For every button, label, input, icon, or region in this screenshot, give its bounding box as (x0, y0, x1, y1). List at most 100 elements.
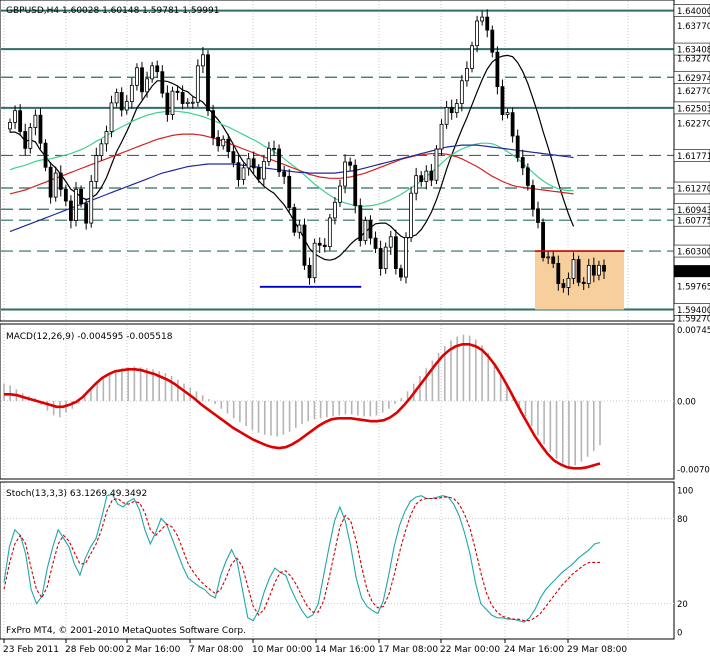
candle-body (500, 86, 505, 115)
macd-tick-label: 0.00 (677, 398, 696, 408)
candle-body (419, 175, 424, 182)
candle-body (287, 175, 292, 208)
candle-body (94, 155, 99, 182)
candle-body (556, 263, 561, 284)
candle-body (338, 185, 342, 203)
moving-average-line (9, 133, 574, 195)
macd-panel-title: MACD(12,26,9) -0.004595 -0.005518 (6, 332, 173, 342)
candle-body (465, 68, 469, 82)
macd-signal-line (4, 342, 601, 470)
stochastic-tick-label: 20 (677, 600, 688, 610)
stochastic-tick-label: 0 (677, 629, 682, 639)
price-level-label-box (673, 149, 710, 162)
candle-body (495, 51, 500, 88)
candle-body (272, 147, 276, 150)
candle-body (79, 188, 83, 205)
candle-body (353, 164, 358, 206)
candle-body (292, 207, 297, 233)
candles (8, 9, 606, 296)
candle-body (226, 138, 231, 153)
moving-averages (9, 54, 575, 261)
price-level-label-box (673, 4, 710, 17)
time-axis-label: 28 Feb 00:00 (65, 645, 124, 655)
candle-body (18, 110, 23, 132)
moving-average-line (9, 144, 574, 233)
candle-body (261, 160, 266, 180)
candle-body (277, 148, 281, 173)
moving-average-line (9, 110, 574, 207)
candle-body (241, 167, 246, 180)
candle-body (216, 136, 221, 147)
candle-body (393, 236, 398, 270)
price-level-label-box (673, 244, 710, 258)
candle-body (383, 246, 388, 270)
candle-body (424, 170, 429, 182)
stochastic-signal-line (3, 496, 600, 622)
candle-body (28, 127, 33, 149)
candle-body (561, 283, 566, 288)
price-level-label-box (673, 213, 710, 227)
candle-body (399, 268, 403, 278)
candle-body (140, 67, 144, 93)
candle-body (378, 248, 383, 270)
candle-body (591, 264, 596, 276)
candle-body (135, 67, 139, 86)
candle-body (8, 121, 12, 130)
candle-body (38, 114, 43, 144)
candle-body (510, 112, 515, 137)
candle-body (602, 264, 606, 272)
candle-body (536, 208, 540, 223)
time-axis-label: 10 Mar 00:00 (252, 645, 312, 655)
macd-tick-label: -0.00708 (677, 466, 710, 476)
candle-body (581, 281, 586, 284)
copyright-text: FxPro MT4, © 2001-2010 MetaQuotes Softwa… (6, 626, 246, 636)
candle-body (185, 101, 190, 104)
stochastic-panel-title: Stoch(13,3,3) 63.1269 49.3492 (6, 489, 147, 499)
price-level-label: 1.63408 (677, 46, 710, 56)
candle-body (368, 220, 373, 239)
price-level-label: 1.62974 (677, 74, 710, 84)
time-axis-label: 29 Mar 08:00 (567, 645, 627, 655)
candle-body (525, 167, 530, 186)
price-panel-title: GBPUSD,H4 1.60028 1.60148 1.59781 1.5999… (6, 6, 219, 16)
candle-body (119, 92, 124, 111)
candle-body (531, 185, 535, 210)
price-level-label: 1.64000 (677, 7, 710, 17)
candle-body (343, 161, 347, 187)
candle-body (434, 148, 439, 181)
candle-body (33, 114, 38, 128)
candle-body (454, 103, 459, 114)
price-level-label: 1.62503 (677, 104, 710, 114)
candle-body (180, 92, 185, 104)
candle-body (160, 71, 165, 94)
candle-body (322, 244, 327, 247)
macd-axis: 0.00745 0.00 -0.00708 (677, 326, 710, 476)
price-tick-label: 1.63270 (677, 55, 710, 65)
moving-average-line (10, 54, 575, 261)
time-axis-label: 22 Mar 00:00 (440, 645, 500, 655)
stochastic-panel: 100 80 20 0 Stoch(13,3,3) 63.1269 49.3492 F… (0, 481, 693, 640)
price-level-label: 1.59400 (677, 306, 710, 316)
candle-body (231, 151, 236, 164)
time-axis-label: 14 Mar 16:00 (315, 645, 375, 655)
price-level-label: 1.61771 (677, 152, 710, 162)
time-axis-label: 24 Mar 16:00 (504, 645, 564, 655)
candle-body (211, 110, 215, 138)
stochastic-main-line (3, 493, 601, 623)
candle-body (449, 107, 454, 114)
candle-body (333, 201, 337, 219)
price-tick-label: 1.62270 (677, 120, 710, 130)
price-level-label: 1.60943 (677, 206, 710, 216)
candle-body (307, 264, 312, 279)
candle-body (505, 112, 510, 115)
candle-body (13, 110, 17, 123)
price-level-label-box (673, 70, 710, 84)
stochastic-tick-label: 100 (677, 487, 693, 497)
price-level-label-box (673, 303, 710, 316)
stochastic-tick-label: 80 (677, 515, 688, 525)
candle-body (201, 54, 205, 67)
candle-body (490, 29, 495, 53)
macd-panel: 0.00745 0.00 -0.00708 MACD(12,26,9) -0.004… (0, 323, 710, 480)
candle-body (312, 242, 317, 279)
stochastic-axis: 100 80 20 0 (677, 487, 693, 639)
